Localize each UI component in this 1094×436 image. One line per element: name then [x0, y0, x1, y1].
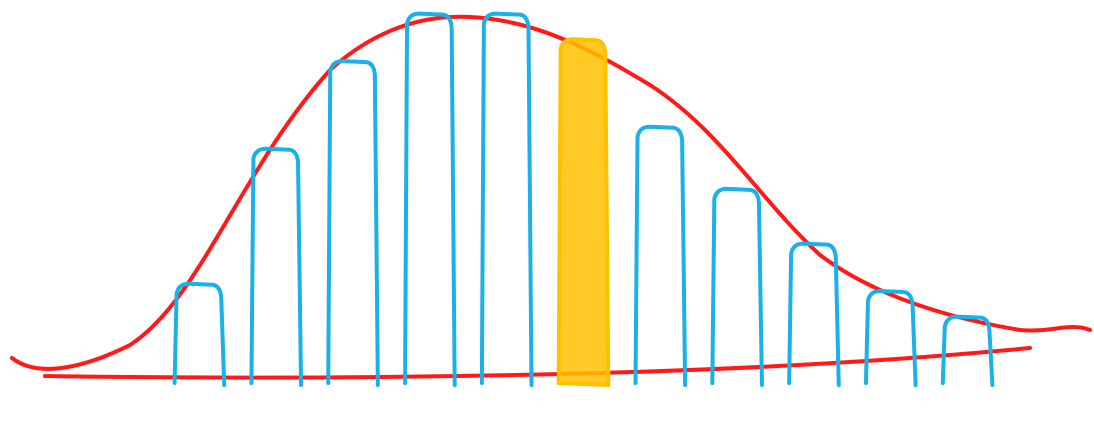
bar	[479, 11, 534, 387]
bar	[556, 37, 611, 387]
bar	[940, 314, 995, 387]
bar	[249, 146, 304, 387]
bar	[403, 11, 457, 387]
bar	[863, 289, 918, 387]
bar	[326, 59, 380, 387]
bar	[710, 186, 764, 387]
bar	[172, 281, 227, 387]
bar	[633, 124, 688, 387]
normal-curve	[10, 14, 1092, 371]
baseline	[43, 346, 1032, 380]
bar	[787, 241, 841, 387]
